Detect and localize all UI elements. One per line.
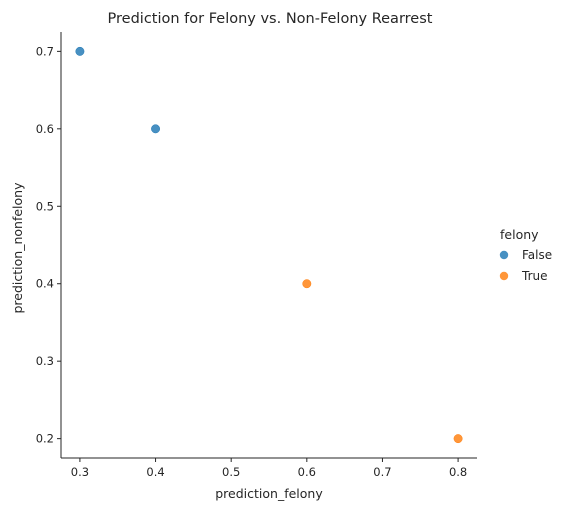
- axes: [60, 32, 477, 459]
- x-tick-label: 0.3: [71, 465, 89, 479]
- data-point-false: [75, 46, 85, 56]
- y-tick-label: 0.3: [36, 354, 54, 368]
- legend-title: felony: [500, 227, 539, 242]
- y-tick-label: 0.6: [36, 122, 54, 136]
- tick-marks: 0.3 0.4 0.5 0.6 0.7 0.8 0.2 0.3 0.4 0.5 0.6 0.7: [36, 44, 468, 479]
- x-axis-label: prediction_felony: [215, 486, 323, 501]
- y-tick-label: 0.5: [36, 199, 54, 213]
- data-point-false: [151, 124, 160, 134]
- x-tick-label: 0.8: [449, 465, 467, 479]
- x-tick-label: 0.7: [373, 465, 391, 479]
- legend-label-false: False: [522, 248, 552, 262]
- y-tick-label: 0.7: [36, 44, 54, 58]
- legend-marker-false: [499, 250, 509, 260]
- data-points: [75, 46, 463, 444]
- y-tick-label: 0.4: [36, 277, 54, 291]
- x-tick-label: 0.5: [222, 465, 240, 479]
- legend-marker-true: [499, 271, 509, 281]
- legend: felony False True: [499, 227, 552, 283]
- legend-label-true: True: [521, 269, 548, 283]
- data-point-true: [302, 279, 312, 289]
- x-tick-label: 0.4: [146, 465, 164, 479]
- data-point-true: [453, 434, 463, 444]
- x-tick-label: 0.6: [298, 465, 316, 479]
- y-tick-label: 0.2: [36, 432, 54, 446]
- y-axis-label: prediction_nonfelony: [10, 182, 25, 314]
- chart-title: Prediction for Felony vs. Non-Felony Rea…: [108, 11, 433, 27]
